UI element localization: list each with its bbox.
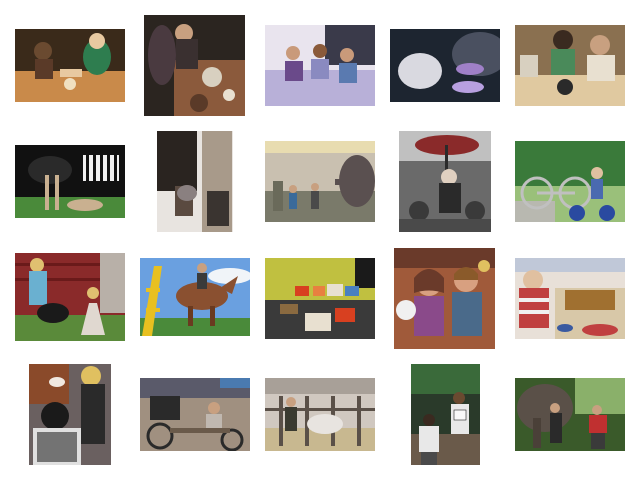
- photo-family-meal-image: [15, 29, 125, 102]
- photo-farrier-horse-image: [157, 131, 233, 232]
- photo-child-bicycle[interactable]: [515, 141, 625, 222]
- photo-cooking-kitchen[interactable]: [515, 25, 625, 106]
- photo-craft-table[interactable]: [265, 258, 375, 339]
- photo-child-bicycle-image: [515, 141, 625, 222]
- photo-children-stuffed-toy[interactable]: [394, 248, 495, 349]
- photo-bull-rider[interactable]: [140, 258, 250, 336]
- photo-dessert-table[interactable]: [144, 15, 245, 116]
- photo-cattle-stalls[interactable]: [265, 378, 375, 451]
- photo-horse-cart-fair-image: [140, 378, 250, 451]
- photo-family-on-bed[interactable]: [265, 25, 375, 106]
- photo-child-buffet-image: [515, 258, 625, 339]
- photo-elephant-handlers-image: [515, 378, 625, 451]
- photo-ostrich-zebra-image: [15, 145, 125, 218]
- photo-dessert-table-image: [144, 15, 245, 116]
- photo-pet-with-toys-image: [390, 29, 500, 102]
- photo-family-on-bed-image: [265, 25, 375, 106]
- photo-girls-goat-barn[interactable]: [15, 253, 125, 341]
- photo-child-buffet[interactable]: [515, 258, 625, 339]
- photo-children-stuffed-toy-image: [394, 248, 495, 349]
- photo-race-runners[interactable]: [411, 364, 480, 465]
- photo-hair-salon-image: [29, 364, 111, 465]
- photo-girls-goat-barn-image: [15, 253, 125, 341]
- photo-bull-rider-image: [140, 258, 250, 336]
- photo-elephant-handlers[interactable]: [515, 378, 625, 451]
- photo-race-runners-image: [411, 364, 480, 465]
- photo-elephant-fair-image: [265, 141, 375, 222]
- photo-family-meal[interactable]: [15, 29, 125, 102]
- photo-street-performer[interactable]: [399, 131, 491, 232]
- photo-ostrich-zebra[interactable]: [15, 145, 125, 218]
- photo-cattle-stalls-image: [265, 378, 375, 451]
- photo-pet-with-toys[interactable]: [390, 29, 500, 102]
- photo-farrier-horse[interactable]: [157, 131, 233, 232]
- photo-craft-table-image: [265, 258, 375, 339]
- photo-cooking-kitchen-image: [515, 25, 625, 106]
- photo-street-performer-image: [399, 131, 491, 232]
- photo-hair-salon[interactable]: [29, 364, 111, 465]
- photo-elephant-fair[interactable]: [265, 141, 375, 222]
- photo-horse-cart-fair[interactable]: [140, 378, 250, 451]
